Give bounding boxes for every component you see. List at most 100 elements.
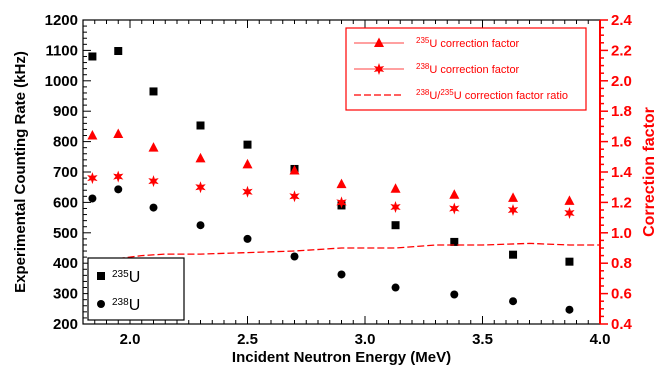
series-2-point xyxy=(195,152,206,163)
legend-label-part: 235 xyxy=(112,269,129,280)
legend-label-part: U correction factor xyxy=(429,38,519,50)
series-3-point xyxy=(195,181,206,194)
y-left-axis-label: Experimental Counting Rate (kHz) xyxy=(12,51,29,293)
series-1-point xyxy=(196,221,205,230)
series-0-point xyxy=(243,140,252,149)
y-left-axis-ticks: 200 300 400 500 600 700 800 900 1000 1100 1200 xyxy=(45,12,91,333)
series-1-point xyxy=(391,283,400,292)
series-3-point xyxy=(289,190,300,203)
y-left-tick-label: 1100 xyxy=(45,42,78,59)
y-left-tick-label: 1200 xyxy=(45,12,78,29)
legend-label-part: U xyxy=(129,269,141,286)
legend-label-part: U correction factor ratio xyxy=(454,90,568,102)
series-1-point xyxy=(149,203,158,212)
legend-label: 238U xyxy=(112,297,140,315)
y-right-tick-label: 0.4 xyxy=(611,316,633,333)
legend-label-part: 235 xyxy=(416,36,430,45)
x-tick-label: 2.0 xyxy=(120,331,141,348)
legend-marker xyxy=(97,300,105,308)
y-left-tick-label: 1000 xyxy=(45,73,78,90)
series-0-point xyxy=(450,237,459,246)
legend-label-part: U xyxy=(129,297,141,314)
legend-label-part: 235 xyxy=(440,88,454,97)
x-axis-ticks: 2.0 2.5 3.0 3.5 4.0 xyxy=(94,20,611,348)
series-3-point xyxy=(148,175,159,188)
series-2-point xyxy=(508,192,519,202)
legend-label-part: U correction factor xyxy=(429,64,519,76)
series-2-point xyxy=(564,195,575,205)
y-right-tick-label: 1.4 xyxy=(611,164,633,181)
series-2-point xyxy=(148,142,159,152)
series-3-point xyxy=(336,196,347,209)
x-tick-label: 4.0 xyxy=(590,331,611,348)
x-tick-label: 2.5 xyxy=(237,331,258,348)
series-1-point xyxy=(290,252,299,261)
y-left-tick-label: 700 xyxy=(53,164,78,181)
series-0-point xyxy=(391,221,400,230)
x-tick-label: 3.5 xyxy=(472,331,493,348)
series-2-point xyxy=(336,178,347,189)
y-right-tick-label: 0.6 xyxy=(611,286,632,303)
legend-label: 235U correction factor xyxy=(416,36,520,51)
y-left-tick-label: 900 xyxy=(53,103,78,120)
series-1-point xyxy=(450,290,459,299)
legend-label: 238U/235U correction factor ratio xyxy=(416,88,568,103)
y-right-tick-label: 1.8 xyxy=(611,103,632,120)
series-0-point xyxy=(509,250,518,259)
legend-label: 235U xyxy=(112,269,140,287)
series-3-point xyxy=(449,202,460,215)
y-left-tick-label: 600 xyxy=(53,194,78,211)
series-2-point xyxy=(242,158,253,169)
series-0-point xyxy=(149,87,158,96)
series-1-point xyxy=(243,234,252,243)
y-right-tick-label: 1.2 xyxy=(611,194,632,211)
series-1-point xyxy=(565,305,574,314)
legend-label-part: 238 xyxy=(112,297,129,308)
series-2-point xyxy=(390,183,401,193)
series-0-point xyxy=(88,52,97,61)
legend-label-part: 238 xyxy=(416,62,430,71)
series-2-point xyxy=(113,128,124,138)
legend-label-part: U/ xyxy=(429,90,441,102)
x-tick-label: 3.0 xyxy=(355,331,376,348)
y-left-tick-label: 400 xyxy=(53,255,78,272)
legend-marker xyxy=(373,63,385,75)
y-right-axis-label: Correction factor xyxy=(641,107,658,237)
series-2-point xyxy=(87,130,98,140)
series-1-point xyxy=(509,297,518,306)
y-right-axis-ticks: 0.4 0.6 0.8 1.0 1.2 1.4 1.6 1.8 2.0 2.2 2.4 xyxy=(600,12,633,333)
y-left-tick-label: 200 xyxy=(53,316,78,333)
legend-label: 238U correction factor xyxy=(416,62,520,77)
y-right-tick-label: 1.6 xyxy=(611,134,632,151)
series-3-point xyxy=(507,204,519,216)
series-3-point xyxy=(564,207,575,219)
legend-label-part: 238 xyxy=(416,88,430,97)
series-2-point xyxy=(289,164,300,175)
x-axis-label: Incident Neutron Energy (MeV) xyxy=(232,349,451,366)
legend-marker xyxy=(374,37,384,47)
y-right-tick-label: 2.4 xyxy=(611,12,633,29)
y-right-tick-label: 2.0 xyxy=(611,73,632,90)
series-2-point xyxy=(449,189,460,199)
series-3-point xyxy=(113,170,124,183)
series-0-point xyxy=(196,121,205,130)
ratio-dashed-line xyxy=(87,242,600,260)
series-3-point xyxy=(242,185,253,198)
y-left-tick-label: 500 xyxy=(53,225,78,242)
series-0-point xyxy=(114,47,123,56)
y-right-tick-label: 1.0 xyxy=(611,225,632,242)
chart-marks xyxy=(87,47,600,314)
y-right-tick-label: 2.2 xyxy=(611,42,632,59)
y-right-tick-label: 0.8 xyxy=(611,255,632,272)
series-3-point xyxy=(390,201,401,213)
y-left-tick-label: 300 xyxy=(53,286,78,303)
series-1-point xyxy=(88,194,97,203)
series-3-point xyxy=(87,172,98,185)
series-1-point xyxy=(337,270,346,279)
series-0-point xyxy=(565,257,574,266)
y-left-tick-label: 800 xyxy=(53,134,78,151)
series-1-point xyxy=(114,185,123,194)
